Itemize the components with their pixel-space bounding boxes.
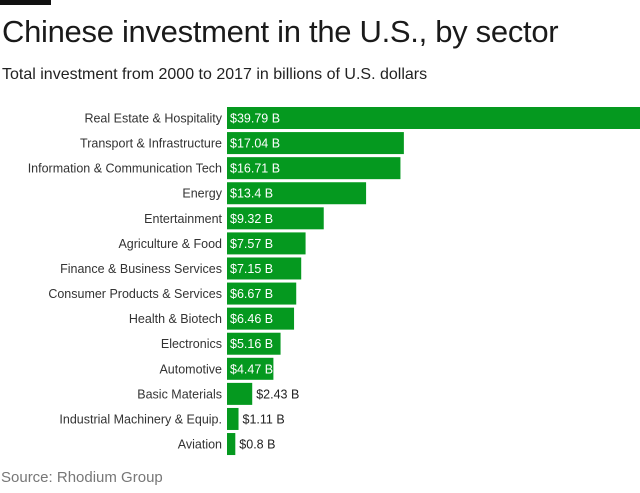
bar [227, 207, 324, 230]
data-label: $2.43 B [256, 387, 299, 401]
category-label: Electronics [161, 337, 222, 351]
data-label: $4.47 B [230, 362, 273, 376]
category-label: Energy [182, 187, 222, 201]
data-label: $0.8 B [239, 438, 275, 452]
bar [227, 157, 401, 180]
bar [227, 332, 281, 355]
data-label: $1.11 B [243, 412, 285, 426]
data-label: $7.15 B [230, 262, 273, 276]
chart-title: Chinese investment in the U.S., by secto… [2, 14, 559, 49]
data-label: $7.57 B [230, 237, 273, 251]
category-label: Consumer Products & Services [48, 287, 222, 301]
data-label: $17.04 B [230, 137, 280, 151]
category-label: Industrial Machinery & Equip. [59, 412, 222, 426]
category-label: Transport & Infrastructure [80, 137, 222, 151]
data-label: $5.16 B [230, 337, 273, 351]
bar [227, 382, 253, 405]
category-label: Entertainment [144, 212, 222, 226]
bar [227, 257, 302, 280]
data-label: $39.79 B [230, 112, 280, 126]
source-note: Source: Rhodium Group [1, 469, 163, 486]
data-label: $16.71 B [230, 162, 280, 176]
category-label: Automotive [159, 362, 222, 376]
chart-subtitle: Total investment from 2000 to 2017 in bi… [2, 66, 428, 83]
data-label: $9.32 B [230, 212, 273, 226]
category-label: Real Estate & Hospitality [84, 112, 222, 126]
category-label: Finance & Business Services [60, 262, 222, 276]
bar [227, 307, 295, 330]
category-label: Basic Materials [137, 387, 222, 401]
bar [227, 182, 367, 205]
data-label: $6.46 B [230, 312, 273, 326]
brand-bar [0, 0, 51, 5]
bar [227, 433, 236, 456]
data-label: $6.67 B [230, 287, 273, 301]
bar [227, 282, 297, 305]
category-label: Aviation [178, 438, 222, 452]
bar [227, 132, 404, 155]
category-label: Agriculture & Food [118, 237, 222, 251]
data-label: $13.4 B [230, 187, 273, 201]
bar [227, 407, 239, 430]
bar [227, 107, 640, 129]
bar [227, 357, 274, 380]
bar [227, 232, 306, 255]
category-label: Health & Biotech [129, 312, 222, 326]
category-label: Information & Communication Tech [28, 162, 222, 176]
